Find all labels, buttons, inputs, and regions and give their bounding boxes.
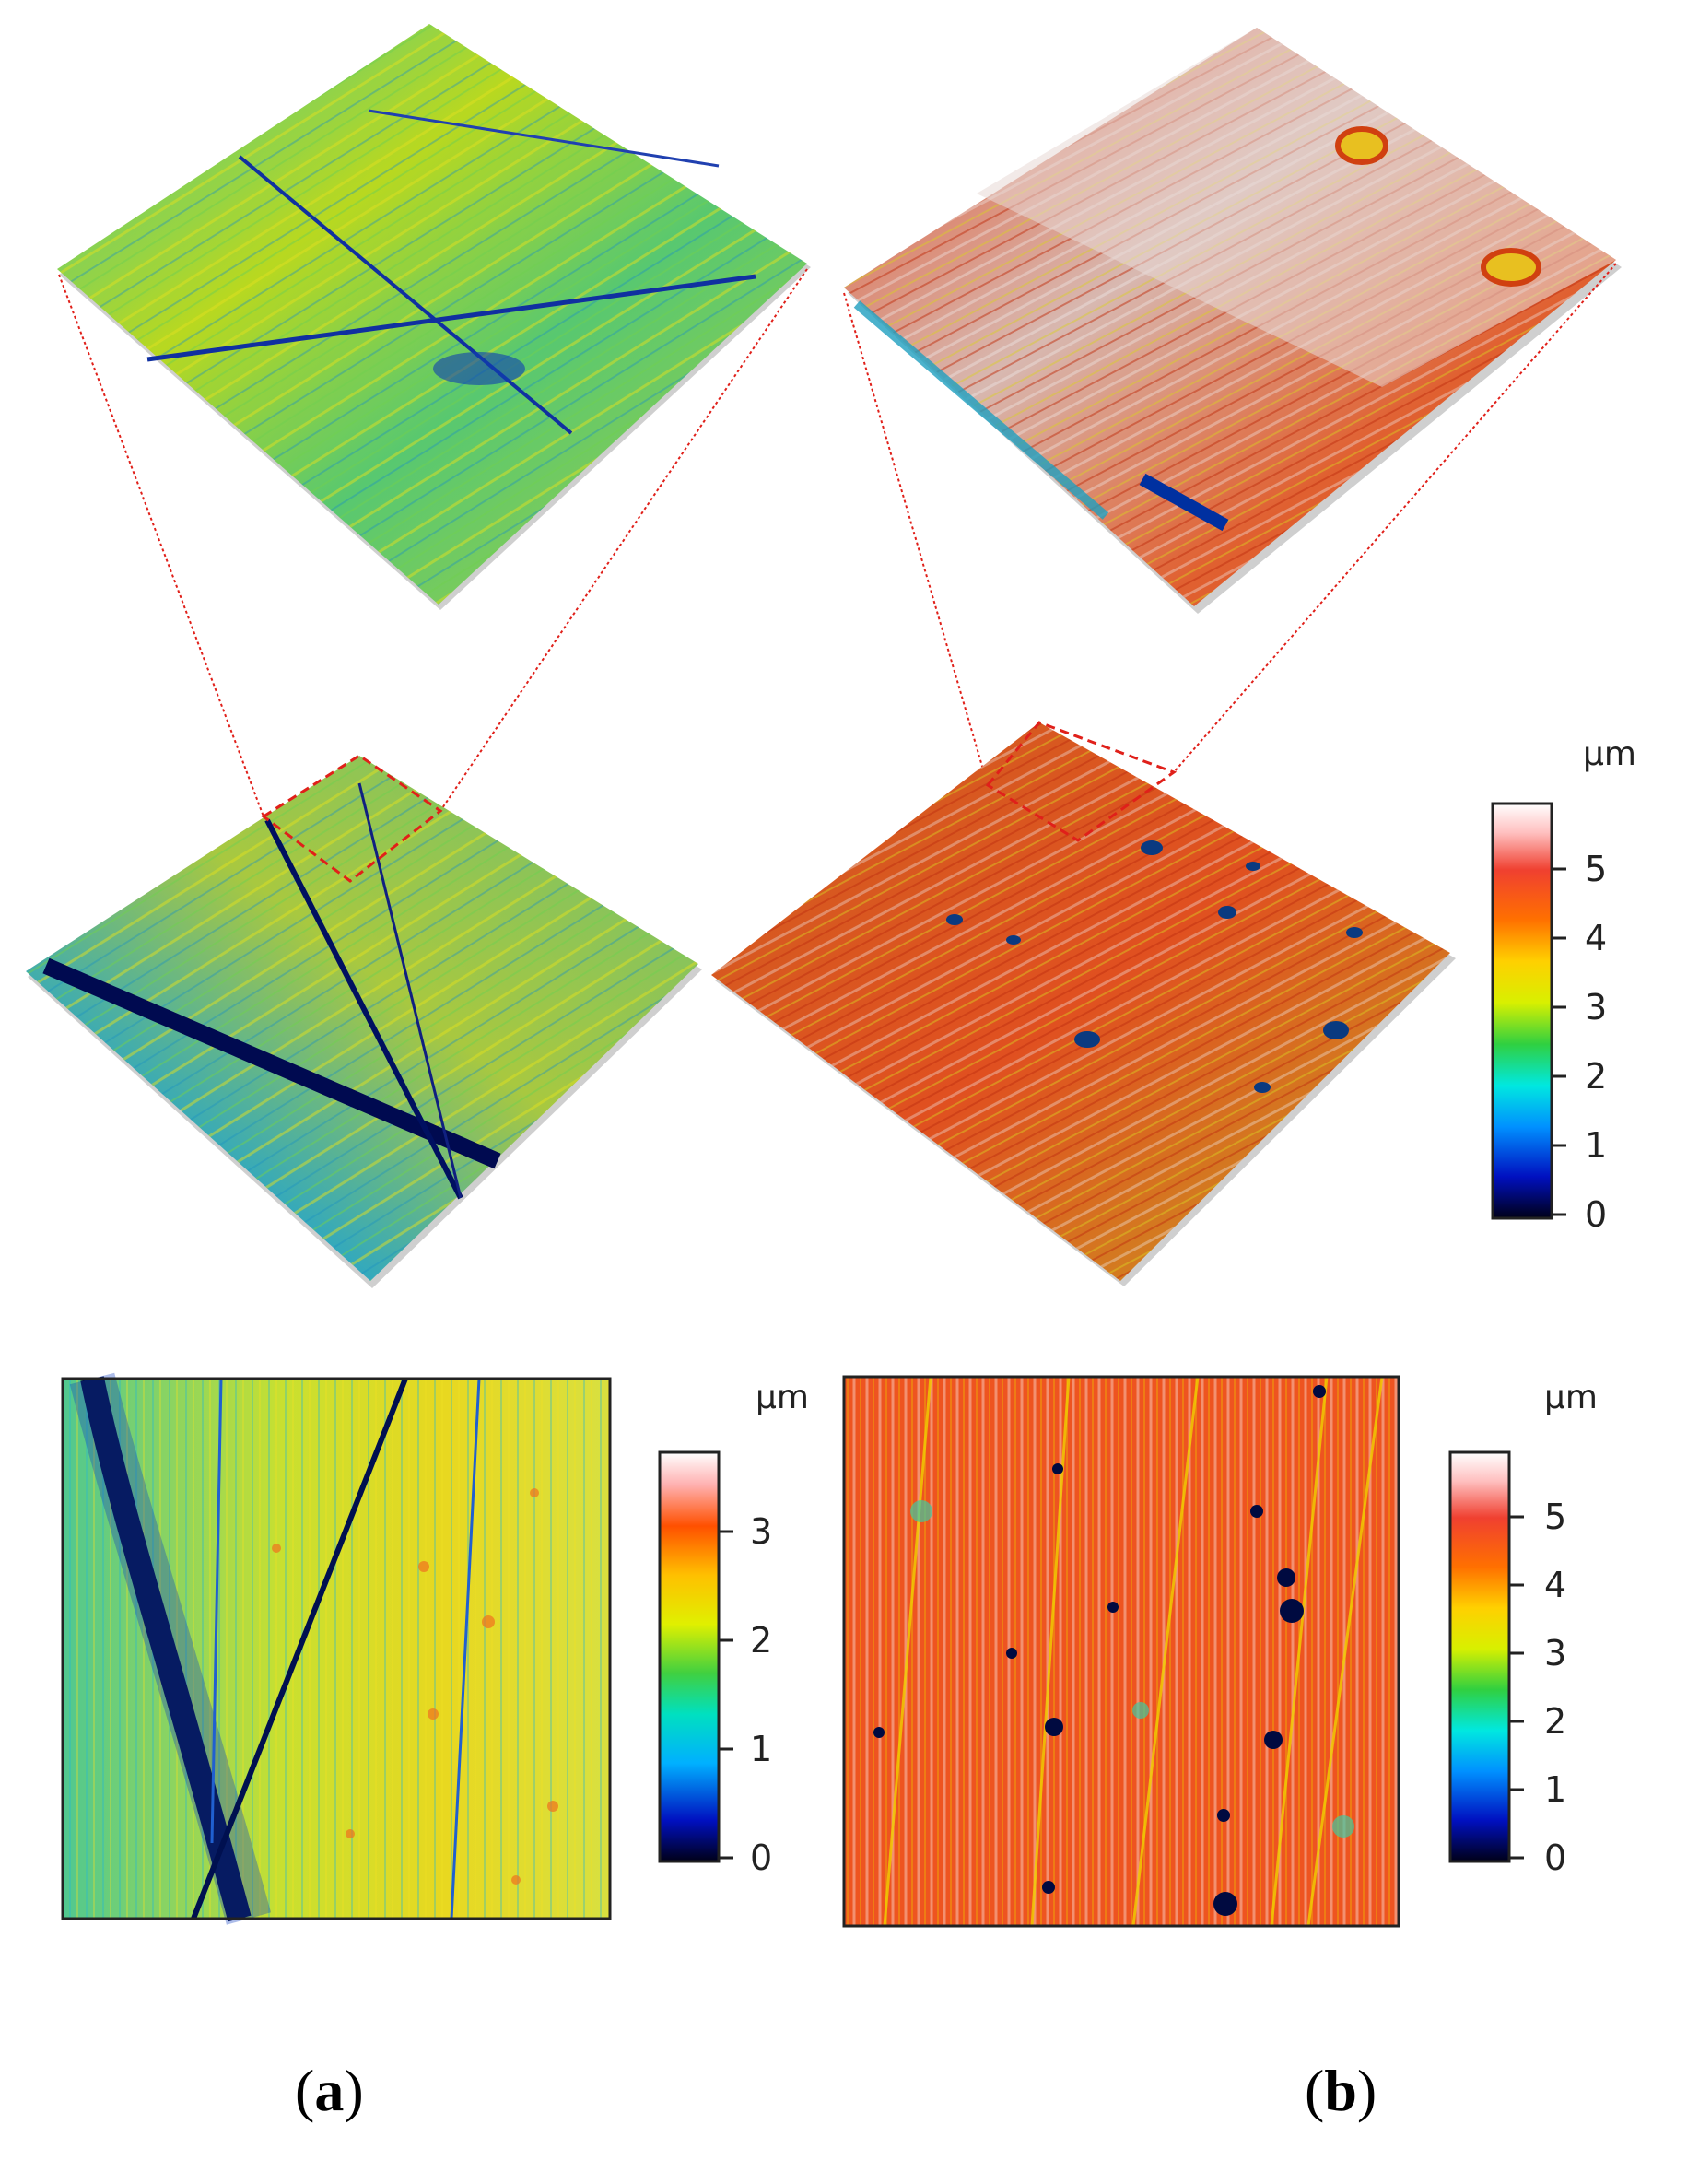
colorbar-a-tick: 3 bbox=[750, 1511, 773, 1552]
colorbar-b-tick: 4 bbox=[1544, 1565, 1567, 1605]
colorbar-3d bbox=[1491, 802, 1566, 1220]
map-2d-a bbox=[61, 1372, 612, 1925]
colorbar-b-unit: μm bbox=[1544, 1379, 1598, 1416]
colorbar-b-tick: 5 bbox=[1544, 1497, 1567, 1537]
colorbar-a-tick: 1 bbox=[750, 1729, 773, 1769]
colorbar-3d-tick: 2 bbox=[1585, 1056, 1608, 1097]
colorbar-b-tick: 2 bbox=[1544, 1701, 1567, 1742]
colorbar-3d-tick: 4 bbox=[1585, 918, 1608, 958]
colorbar-b bbox=[1448, 1450, 1524, 1863]
colorbar-3d-tick: 3 bbox=[1585, 987, 1608, 1027]
colorbar-3d-tick: 1 bbox=[1585, 1125, 1608, 1166]
surface-3d-zoom-a bbox=[57, 24, 811, 610]
colorbar-3d-tick: 0 bbox=[1585, 1194, 1608, 1235]
colorbar-b-tick: 1 bbox=[1544, 1769, 1567, 1810]
colorbar-a-tick: 2 bbox=[750, 1620, 773, 1661]
surface-3d-zoom-b bbox=[844, 28, 1622, 614]
colorbar-b-tick: 0 bbox=[1544, 1838, 1567, 1878]
colorbar-3d-unit: μm bbox=[1583, 735, 1636, 773]
colorbar-a bbox=[658, 1450, 733, 1863]
colorbar-3d-tick: 5 bbox=[1585, 849, 1608, 889]
panel-label-b: (b) bbox=[1305, 2058, 1377, 2123]
panel-label-b-text: b bbox=[1324, 2058, 1357, 2123]
colorbar-b-tick: 3 bbox=[1544, 1633, 1567, 1673]
zoom-connectors bbox=[58, 263, 1617, 817]
map-2d-b bbox=[842, 1375, 1400, 1928]
colorbar-a-unit: μm bbox=[756, 1379, 809, 1416]
panel-label-a: (a) bbox=[295, 2058, 364, 2123]
surface-3d-full-b bbox=[711, 721, 1456, 1286]
surface-3d-full-a bbox=[26, 754, 702, 1288]
panel-label-a-text: a bbox=[314, 2058, 345, 2123]
colorbar-a-tick: 0 bbox=[750, 1838, 773, 1878]
